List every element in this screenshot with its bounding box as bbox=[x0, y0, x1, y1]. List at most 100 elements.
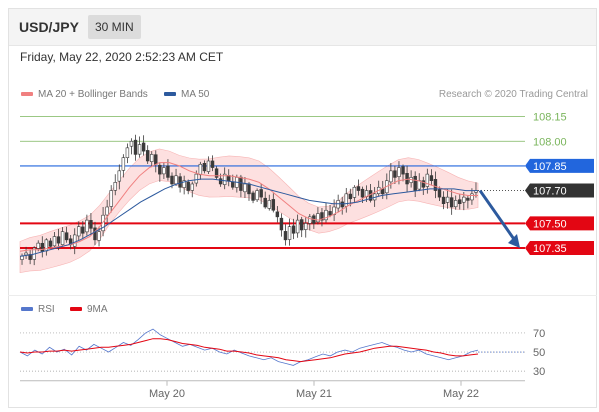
candle-body-71 bbox=[308, 216, 312, 224]
candle-body-1 bbox=[24, 252, 28, 256]
candle-body-57 bbox=[251, 192, 255, 201]
candle-body-74 bbox=[320, 212, 324, 221]
candle-body-43 bbox=[194, 173, 199, 184]
candle-body-52 bbox=[231, 181, 235, 188]
candle-body-80 bbox=[344, 193, 348, 207]
candle-body-15 bbox=[81, 226, 85, 234]
candle-body-110 bbox=[466, 197, 470, 201]
candle-body-44 bbox=[198, 163, 203, 176]
level-label-3: 107.70 bbox=[533, 186, 567, 198]
candle-body-97 bbox=[413, 175, 417, 191]
candle-body-36 bbox=[166, 165, 170, 178]
rsi-tick-label-2: 30 bbox=[533, 366, 545, 378]
candle-body-107 bbox=[453, 200, 458, 208]
candle-body-4 bbox=[36, 242, 40, 249]
ma9-swatch bbox=[70, 307, 82, 312]
bollinger-band bbox=[19, 148, 479, 274]
candle-body-100 bbox=[425, 173, 430, 187]
rsi-line bbox=[19, 328, 479, 366]
research-credit: Research © 2020 Trading Central bbox=[438, 89, 588, 100]
forecast-arrow-shaft bbox=[478, 189, 518, 243]
candle-body-24 bbox=[117, 170, 122, 182]
candle-body-48 bbox=[214, 168, 219, 178]
ma20-swatch bbox=[21, 92, 33, 97]
candle-body-84 bbox=[360, 188, 365, 198]
candle-body-99 bbox=[421, 180, 426, 188]
candle-body-38 bbox=[174, 175, 178, 185]
candle-body-32 bbox=[150, 154, 154, 162]
legend-9ma: 9MA bbox=[70, 304, 108, 315]
candle-body-67 bbox=[291, 225, 296, 234]
candle-body-21 bbox=[105, 206, 109, 216]
level-label-2: 107.85 bbox=[533, 161, 567, 173]
candle-body-34 bbox=[158, 164, 162, 175]
ma50-swatch bbox=[164, 92, 176, 97]
legend-ma20-label: MA 20 + Bollinger Bands bbox=[38, 89, 148, 100]
candle-body-103 bbox=[437, 189, 442, 198]
candle-body-81 bbox=[348, 193, 353, 200]
level-label-1: 108.00 bbox=[533, 136, 567, 148]
candle-body-104 bbox=[441, 196, 446, 204]
candle-body-94 bbox=[401, 166, 405, 175]
candle-body-58 bbox=[255, 190, 259, 201]
rsi-swatch bbox=[21, 307, 33, 312]
candle-body-92 bbox=[393, 170, 397, 178]
legend-ma50: MA 50 bbox=[164, 89, 209, 100]
candle-body-35 bbox=[162, 167, 166, 175]
candle-body-37 bbox=[170, 175, 174, 185]
level-tag-3 bbox=[525, 183, 594, 198]
candle-body-98 bbox=[417, 180, 421, 190]
candle-body-33 bbox=[154, 154, 158, 165]
candle-body-16 bbox=[85, 219, 89, 233]
candle-body-50 bbox=[222, 173, 227, 185]
candle-body-41 bbox=[186, 181, 190, 191]
candle-body-105 bbox=[445, 196, 450, 203]
candle-body-61 bbox=[267, 200, 271, 209]
candle-body-91 bbox=[389, 170, 393, 183]
level-tag-5 bbox=[525, 241, 594, 256]
candle-body-111 bbox=[470, 193, 474, 201]
timeframe-badge[interactable]: 30 MIN bbox=[88, 15, 141, 39]
candle-body-25 bbox=[121, 157, 126, 171]
candle-body-29 bbox=[137, 144, 142, 155]
candle-body-14 bbox=[77, 226, 81, 237]
level-tag-4 bbox=[525, 216, 594, 231]
ma20-line bbox=[19, 162, 478, 252]
candle-body-23 bbox=[113, 182, 117, 191]
candle-body-82 bbox=[352, 186, 357, 198]
level-label-5: 107.35 bbox=[533, 243, 567, 255]
candle-body-10 bbox=[60, 231, 65, 245]
forecast-arrow-head bbox=[508, 234, 520, 249]
candle-body-26 bbox=[125, 147, 130, 158]
candle-body-106 bbox=[449, 197, 454, 208]
candle-body-93 bbox=[397, 167, 401, 177]
candle-body-73 bbox=[316, 213, 320, 223]
candle-body-66 bbox=[287, 226, 292, 240]
rsi-9ma-line bbox=[19, 338, 479, 363]
candle-body-55 bbox=[243, 183, 247, 193]
candle-body-28 bbox=[133, 139, 138, 155]
level-label-0: 108.15 bbox=[533, 112, 567, 124]
candle-body-13 bbox=[72, 234, 77, 247]
x-tick-label-0: May 20 bbox=[149, 388, 185, 400]
instrument-title: USD/JPY bbox=[19, 19, 79, 35]
candle-body-56 bbox=[247, 183, 251, 195]
candle-body-22 bbox=[109, 190, 113, 207]
candle-body-63 bbox=[275, 211, 280, 218]
candle-body-5 bbox=[40, 242, 45, 252]
candle-body-7 bbox=[48, 240, 53, 247]
candle-body-83 bbox=[356, 186, 361, 191]
x-tick-label-1: May 21 bbox=[296, 388, 332, 400]
x-tick-label-2: May 22 bbox=[443, 388, 479, 400]
candle-body-102 bbox=[433, 179, 438, 191]
candle-body-76 bbox=[328, 211, 332, 216]
candle-body-30 bbox=[141, 142, 146, 152]
legend-rsi-label: RSI bbox=[38, 304, 55, 315]
candle-body-59 bbox=[259, 189, 263, 198]
candle-body-31 bbox=[145, 150, 150, 162]
candle-body-27 bbox=[129, 140, 134, 147]
candle-body-17 bbox=[89, 220, 93, 229]
candle-body-9 bbox=[56, 236, 61, 244]
candle-body-0 bbox=[20, 255, 24, 260]
